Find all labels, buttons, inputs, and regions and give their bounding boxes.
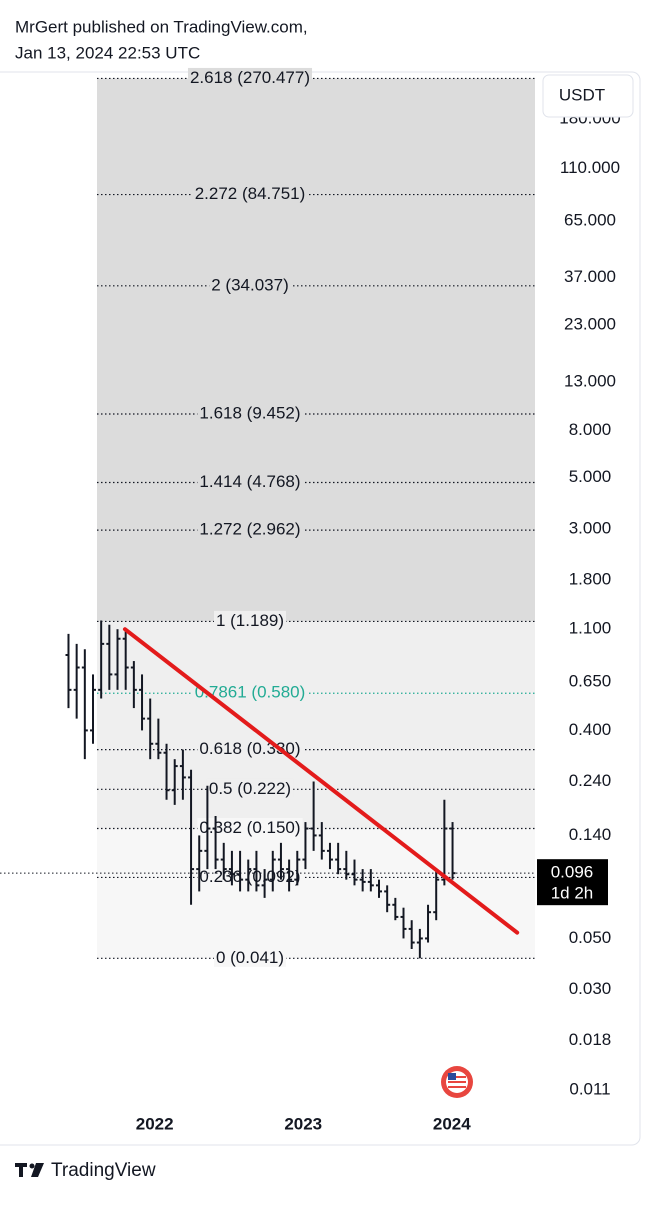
y-tick-label: 13.000 [564, 372, 616, 391]
y-tick-label: 0.050 [569, 928, 612, 947]
fib-label-bg [197, 471, 303, 491]
y-tick-label: 23.000 [564, 315, 616, 334]
fib-label: 1 (1.189) [216, 611, 284, 630]
last-price-label: 0.096 [551, 863, 594, 882]
fib-band [97, 621, 535, 694]
fib-label-bg [213, 610, 287, 630]
fib-band [97, 530, 535, 622]
overlays [122, 627, 520, 935]
fib-label-bg [213, 947, 287, 967]
fib-band [97, 78, 535, 195]
y-tick-label: 37.000 [564, 267, 616, 286]
fib-label-bg [206, 778, 294, 798]
fib-band [97, 285, 535, 415]
fib-label: 2.272 (84.751) [195, 184, 306, 203]
price-bars [65, 620, 456, 959]
fib-label-bg [197, 403, 303, 423]
x-tick-label: 2022 [136, 1114, 174, 1133]
fib-band [97, 789, 535, 829]
fib-label-bg [192, 184, 308, 204]
last-price-box [537, 859, 608, 906]
fib-label: 0.382 (0.150) [199, 818, 300, 837]
y-tick-label: 65.000 [564, 211, 616, 230]
fib-label: 1.272 (2.962) [199, 520, 300, 539]
y-tick-label: 0.030 [569, 979, 612, 998]
fib-band [97, 749, 535, 790]
countdown: 1d 2h [551, 884, 594, 903]
y-tick-label: 8.000 [569, 420, 612, 439]
publisher: MrGert published on TradingView.com, [15, 17, 308, 36]
fib-band [97, 414, 535, 483]
fib-label: 0 (0.041) [216, 948, 284, 967]
y-tick-label: 1.100 [569, 619, 612, 638]
trendline [122, 627, 520, 935]
fib-band [97, 482, 535, 531]
fib-band [97, 194, 535, 286]
fib-levels: 2.618 (270.477) 2.272 (84.751) 2 (34.037) 1… [0, 67, 535, 967]
fib-label: 0.7861 (0.580) [195, 683, 306, 702]
fib-label-bg [209, 275, 291, 295]
brand-logo [15, 1163, 44, 1177]
fib-label: 0.5 (0.222) [209, 779, 291, 798]
y-tick-label: 0.011 [569, 1079, 610, 1098]
fib-bands [97, 78, 535, 959]
x-tick-label: 2024 [433, 1114, 471, 1133]
y-tick-label: 0.140 [569, 825, 612, 844]
fib-band [97, 693, 535, 750]
fib-band [97, 828, 535, 878]
currency-label[interactable]: USDT [559, 85, 605, 104]
fib-label-bg [192, 682, 308, 702]
y-tick-label: 3.000 [569, 518, 612, 537]
fib-label: 1.414 (4.768) [199, 472, 300, 491]
flag-icon [441, 1066, 473, 1098]
currency-button[interactable] [542, 74, 634, 118]
y-tick-label: 0.650 [569, 671, 612, 690]
x-tick-label: 2023 [284, 1114, 322, 1133]
y-tick-label: 5.000 [569, 467, 612, 486]
fib-label-bg [197, 818, 303, 838]
fib-label-bg [187, 67, 313, 87]
y-tick-label: 0.240 [569, 771, 612, 790]
fib-band [97, 877, 535, 959]
y-tick-label: 0.018 [569, 1030, 612, 1049]
fib-label: 1.618 (9.452) [199, 403, 300, 422]
y-tick-label: 110.000 [560, 158, 620, 177]
fib-label-bg [197, 519, 303, 539]
y-tick-label: 1.800 [569, 569, 612, 588]
y-tick-label: 0.400 [569, 720, 612, 739]
brand-name: TradingView [51, 1160, 156, 1181]
fib-label: 2.618 (270.477) [190, 68, 310, 87]
publish-date: Jan 13, 2024 22:53 UTC [15, 43, 200, 62]
fib-label: 2 (34.037) [211, 275, 289, 294]
